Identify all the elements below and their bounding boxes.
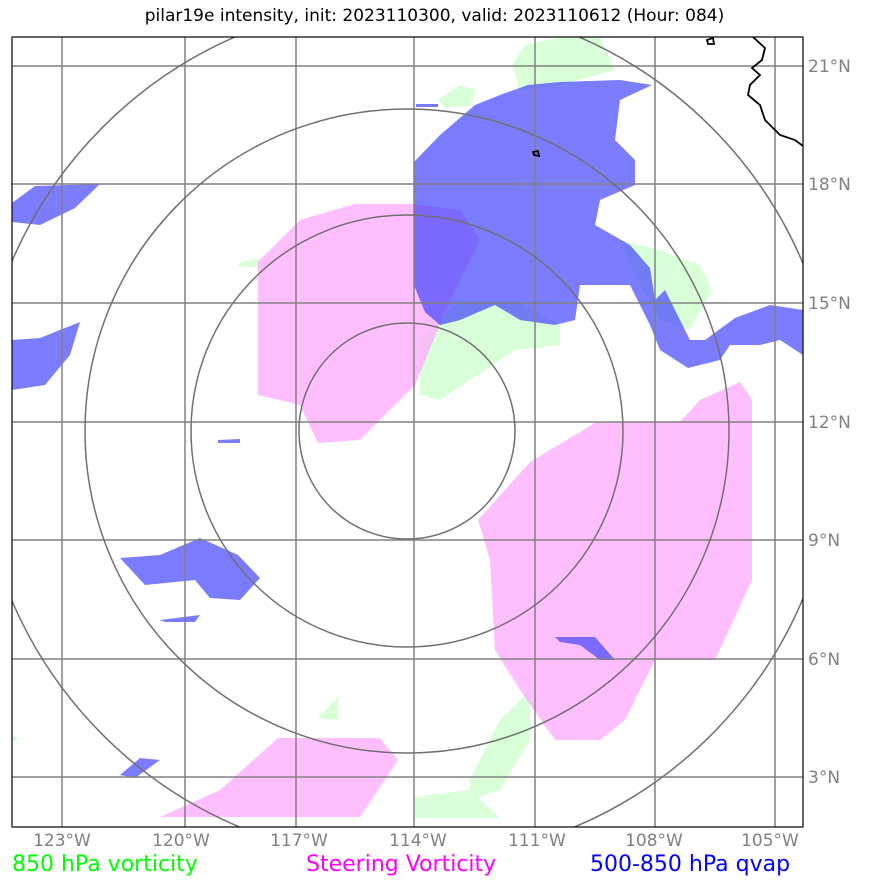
vort850-layer bbox=[12, 37, 712, 818]
vort850-region bbox=[238, 258, 262, 268]
qvap-region bbox=[12, 184, 100, 225]
vort850-region bbox=[420, 300, 560, 400]
legend-steering-vorticity: Steering Vorticity bbox=[306, 852, 497, 877]
lon-tick-label: 114°W bbox=[389, 831, 447, 851]
vort850-region bbox=[512, 37, 615, 90]
lon-tick-label: 117°W bbox=[270, 831, 328, 851]
lon-tick-label: 120°W bbox=[152, 831, 210, 851]
map-title: pilar19e intensity, init: 2023110300, va… bbox=[144, 6, 725, 26]
lat-tick-label: 21°N bbox=[808, 57, 851, 77]
qvap-region bbox=[414, 80, 803, 368]
qvap-region bbox=[120, 538, 260, 600]
lat-tick-label: 6°N bbox=[808, 650, 840, 670]
coastline bbox=[531, 37, 803, 158]
lat-tick-label: 3°N bbox=[808, 768, 840, 788]
lat-tick-label: 15°N bbox=[808, 294, 851, 314]
qvap-region bbox=[416, 104, 438, 107]
lat-tick-label: 18°N bbox=[808, 175, 851, 195]
coastline-path bbox=[747, 37, 803, 147]
qvap-region bbox=[12, 322, 80, 390]
lat-tick-label: 12°N bbox=[808, 413, 851, 433]
qvap-region bbox=[555, 637, 615, 660]
lon-tick-label: 111°W bbox=[508, 831, 566, 851]
island-outline bbox=[531, 149, 541, 158]
field-layers bbox=[12, 37, 803, 818]
qvap-region bbox=[160, 615, 200, 622]
range-ring bbox=[84, 108, 730, 754]
range-ring bbox=[190, 214, 624, 648]
legend-qvap: 500-850 hPa qvap bbox=[590, 852, 791, 877]
vort850-region bbox=[470, 690, 530, 800]
lon-tick-labels: 123°W 120°W 117°W 114°W 111°W 108°W 105°… bbox=[33, 831, 799, 851]
vort850-region bbox=[318, 697, 338, 720]
lat-tick-labels: 21°N 18°N 15°N 12°N 9°N 6°N 3°N bbox=[808, 57, 851, 788]
vort850-region bbox=[12, 736, 20, 742]
lon-tick-label: 108°W bbox=[625, 831, 683, 851]
steering-region bbox=[478, 382, 752, 740]
range-ring bbox=[298, 322, 516, 540]
legend-850-vorticity: 850 hPa vorticity bbox=[12, 852, 198, 877]
island-outline bbox=[705, 37, 716, 45]
qvap-region bbox=[218, 439, 240, 443]
range-rings bbox=[12, 37, 803, 827]
lon-tick-label: 123°W bbox=[33, 831, 91, 851]
vort850-region bbox=[415, 790, 500, 818]
lon-tick-label: 105°W bbox=[741, 831, 799, 851]
lat-tick-label: 9°N bbox=[808, 531, 840, 551]
map-frame bbox=[11, 36, 804, 828]
vort850-region bbox=[438, 85, 476, 108]
qvap-region bbox=[414, 205, 497, 325]
qvap-layer bbox=[12, 80, 803, 778]
graticule bbox=[12, 37, 803, 827]
